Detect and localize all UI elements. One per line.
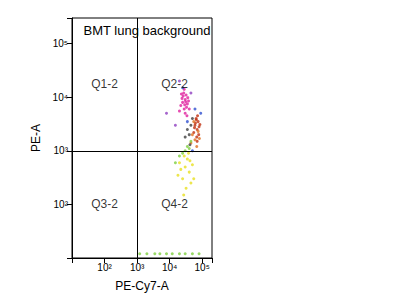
- svg-text:PE-Cy7-A: PE-Cy7-A: [115, 279, 168, 293]
- svg-text:10²: 10²: [97, 262, 112, 273]
- svg-text:10³: 10³: [130, 262, 145, 273]
- svg-text:10⁵: 10⁵: [53, 38, 68, 49]
- svg-text:PE-A: PE-A: [29, 124, 43, 152]
- svg-text:10⁴: 10⁴: [53, 92, 68, 103]
- svg-text:10⁴: 10⁴: [162, 262, 177, 273]
- svg-text:Q1-2: Q1-2: [91, 77, 118, 91]
- svg-text:Q4-2: Q4-2: [161, 197, 188, 211]
- svg-text:Q3-2: Q3-2: [91, 197, 118, 211]
- svg-text:10²: 10²: [54, 199, 69, 210]
- svg-text:10⁵: 10⁵: [195, 262, 210, 273]
- svg-text:Q2-2: Q2-2: [161, 77, 188, 91]
- svg-text:10³: 10³: [54, 145, 69, 156]
- svg-text:BMT lung background: BMT lung background: [84, 23, 211, 38]
